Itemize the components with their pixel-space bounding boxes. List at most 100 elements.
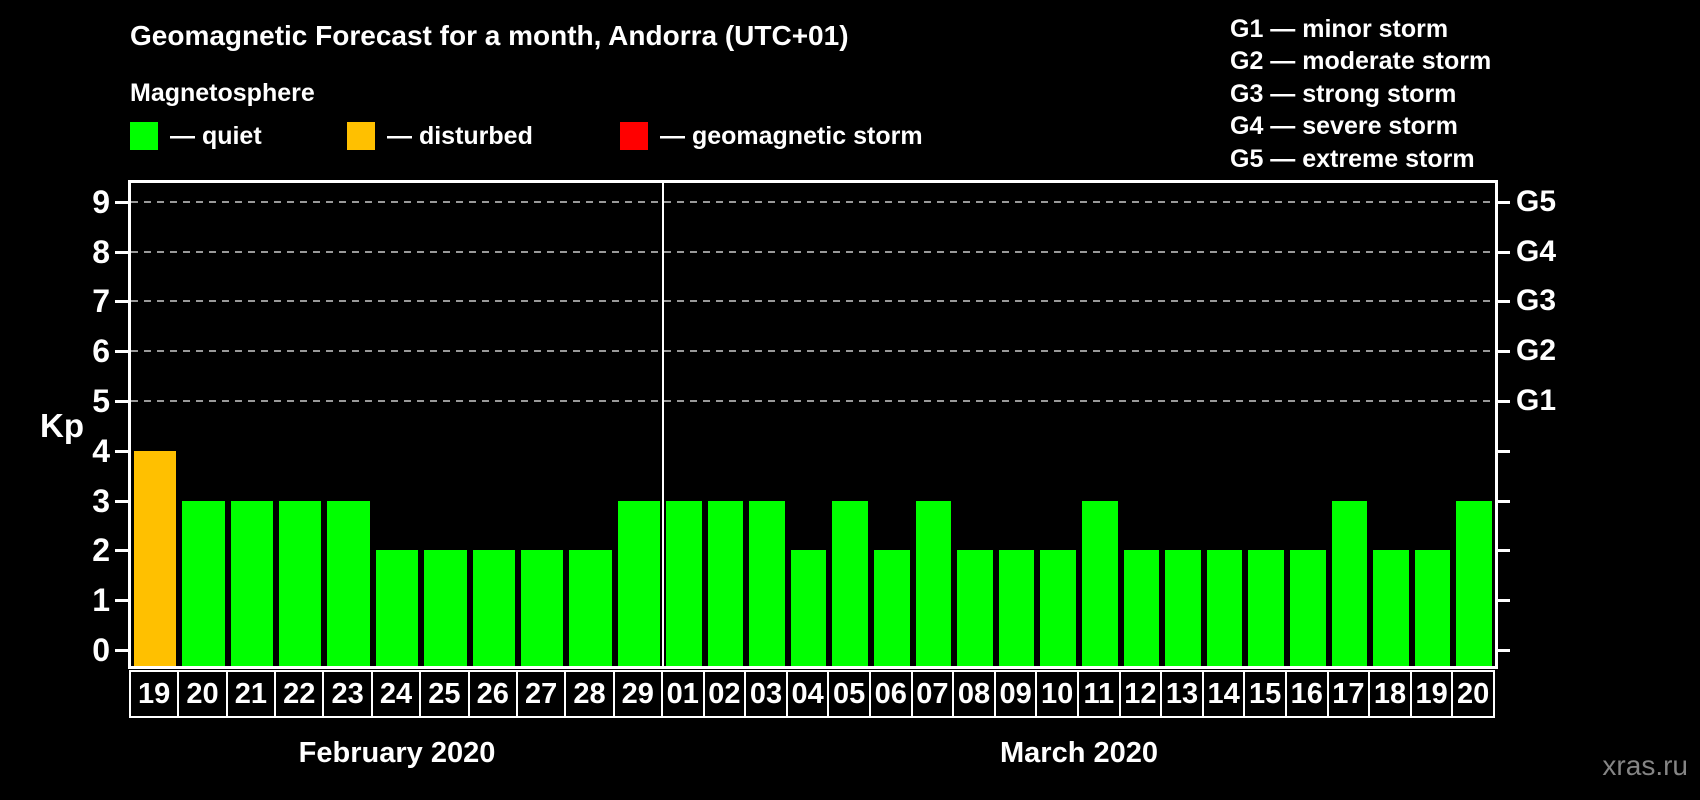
day-label-march-03: 03 <box>744 670 788 718</box>
day-label-march-09: 09 <box>993 670 1038 718</box>
bar-march-11 <box>1082 500 1118 666</box>
bar-february-20 <box>182 500 225 666</box>
day-label-march-13: 13 <box>1160 670 1204 718</box>
right-axis-label-g4: G4 <box>1516 234 1557 268</box>
right-tick-kp2 <box>1498 549 1510 553</box>
bar-march-13 <box>1165 550 1201 666</box>
right-tick-kp0 <box>1498 649 1510 652</box>
kp-tick-label-6: 6 <box>92 333 110 370</box>
bar-march-19 <box>1414 550 1451 666</box>
bar-march-18 <box>1373 550 1409 666</box>
bar-march-20 <box>1456 500 1492 666</box>
day-label-march-08: 08 <box>952 670 996 718</box>
left-tick-kp0 <box>115 649 128 652</box>
bar-february-29 <box>617 500 660 666</box>
legend-item-disturbed: — disturbed <box>347 122 533 150</box>
gridline-kp7 <box>131 300 1495 303</box>
bar-march-12 <box>1123 550 1160 666</box>
day-label-march-07: 07 <box>910 670 955 718</box>
month-separator <box>662 183 664 666</box>
bar-february-26 <box>472 550 515 666</box>
kp-tick-label-8: 8 <box>92 233 110 270</box>
kp-tick-label-5: 5 <box>92 383 110 419</box>
bar-march-14 <box>1206 550 1243 666</box>
left-tick-kp8 <box>115 250 128 254</box>
right-tick-kp5 <box>1498 400 1510 403</box>
bar-march-07 <box>915 500 952 666</box>
day-label-february-22: 22 <box>274 670 325 718</box>
right-tick-kp3 <box>1498 499 1510 503</box>
quiet-swatch <box>130 122 158 150</box>
bar-february-24 <box>375 550 419 666</box>
gridline-kp5 <box>131 400 1495 402</box>
legend-item-storm: — geomagnetic storm <box>620 122 923 150</box>
right-tick-kp1 <box>1498 599 1510 603</box>
right-tick-kp8 <box>1498 250 1510 254</box>
bar-february-28 <box>569 550 612 666</box>
left-tick-kp6 <box>115 350 128 354</box>
right-tick-kp7 <box>1498 300 1510 304</box>
gridline-kp8 <box>131 250 1495 253</box>
gridline-kp9 <box>131 200 1495 203</box>
kp-tick-label-2: 2 <box>92 532 110 569</box>
bar-march-01 <box>666 500 702 666</box>
kp-tick-label-1: 1 <box>92 582 110 619</box>
day-label-march-16: 16 <box>1285 670 1329 718</box>
legend-item-quiet: — quiet <box>130 122 262 150</box>
bar-march-09 <box>998 550 1035 666</box>
plot-area <box>128 180 1498 669</box>
day-label-march-17: 17 <box>1326 670 1371 718</box>
right-axis-label-g2: G2 <box>1516 334 1557 368</box>
day-label-march-19: 19 <box>1409 670 1454 718</box>
right-tick-kp6 <box>1498 350 1510 354</box>
left-tick-kp2 <box>115 549 128 553</box>
bar-march-17 <box>1331 500 1368 666</box>
bar-march-03 <box>749 500 785 666</box>
day-label-february-29: 29 <box>612 670 663 718</box>
day-label-march-12: 12 <box>1118 670 1163 718</box>
bar-march-10 <box>1040 550 1076 666</box>
gridline-kp6 <box>131 350 1495 353</box>
day-label-march-01: 01 <box>661 670 705 718</box>
watermark: xras.ru <box>1602 750 1688 781</box>
day-label-march-10: 10 <box>1035 670 1079 718</box>
right-axis-label-g3: G3 <box>1516 284 1557 318</box>
left-tick-kp3 <box>115 499 128 503</box>
bar-march-08 <box>957 550 993 666</box>
day-label-february-25: 25 <box>419 670 470 718</box>
bar-february-22 <box>279 500 322 666</box>
day-label-february-26: 26 <box>467 670 518 718</box>
day-label-march-04: 04 <box>785 670 830 718</box>
right-axis-label-g5: G5 <box>1516 184 1557 218</box>
day-label-february-20: 20 <box>177 670 228 718</box>
storm-scale-line-4: G4 — severe storm <box>1230 112 1458 141</box>
magnetosphere-label: Magnetosphere <box>130 79 315 107</box>
day-label-march-06: 06 <box>869 670 913 718</box>
storm-scale-line-3: G3 — strong storm <box>1230 79 1457 108</box>
day-label-february-27: 27 <box>515 670 567 718</box>
bar-february-21 <box>230 500 274 666</box>
kp-tick-label-4: 4 <box>92 432 110 469</box>
day-label-february-19: 19 <box>129 670 180 718</box>
disturbed-swatch <box>347 122 375 150</box>
day-label-february-24: 24 <box>370 670 422 718</box>
legend-label-quiet: — quiet <box>170 121 262 150</box>
right-tick-kp4 <box>1498 449 1510 453</box>
day-label-march-05: 05 <box>827 670 871 718</box>
legend-label-storm: — geomagnetic storm <box>660 121 923 150</box>
month-label-february: February 2020 <box>298 737 496 769</box>
bar-march-04 <box>790 550 827 666</box>
day-label-february-28: 28 <box>564 670 615 718</box>
bar-february-19 <box>134 450 177 666</box>
right-tick-kp9 <box>1498 200 1510 204</box>
chart-title: Geomagnetic Forecast for a month, Andorr… <box>130 20 849 51</box>
left-tick-kp1 <box>115 599 128 603</box>
kp-axis-label: Kp <box>40 407 84 444</box>
bar-february-23 <box>327 500 370 666</box>
day-label-february-23: 23 <box>322 670 373 718</box>
storm-scale-line-2: G2 — moderate storm <box>1230 47 1492 76</box>
kp-tick-label-7: 7 <box>92 283 110 320</box>
kp-tick-label-9: 9 <box>92 183 110 220</box>
bar-march-06 <box>874 550 910 666</box>
